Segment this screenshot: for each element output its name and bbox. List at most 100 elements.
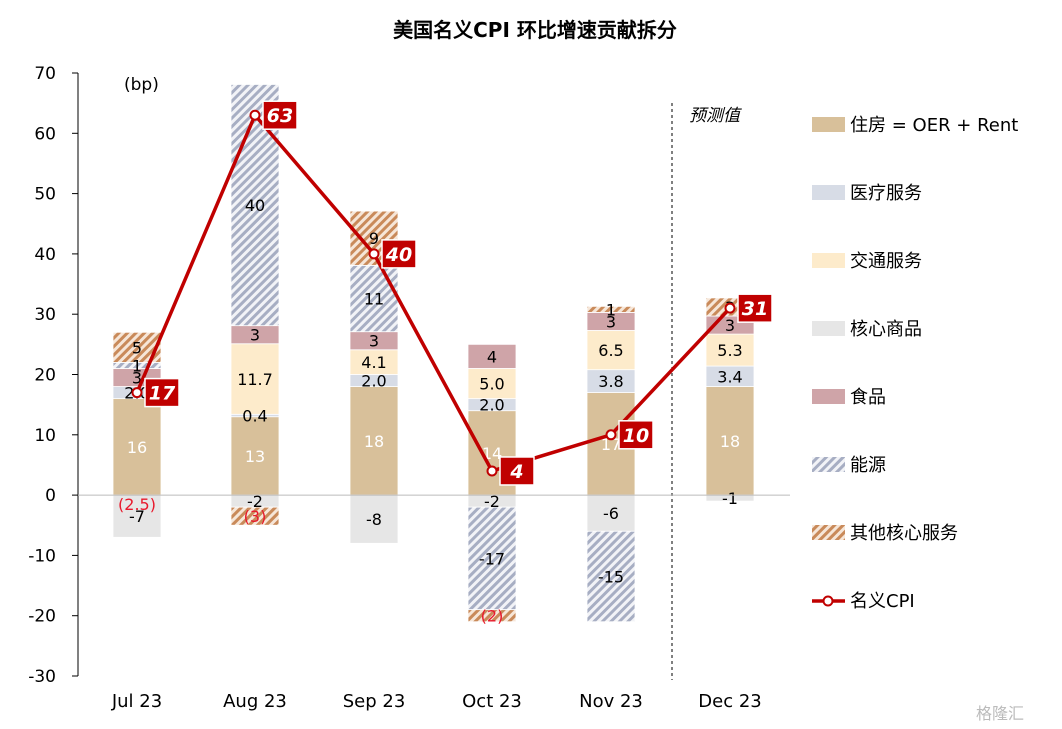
bar-stacks: 162.0-7315(2.5)130.411.7-2340(3)182.04.1… [112, 84, 755, 626]
x-tick-label: Jul 23 [111, 691, 162, 712]
bar-energy [467, 506, 517, 611]
data-label-housing: 18 [364, 432, 384, 451]
cpi-value-box [499, 456, 535, 486]
data-label-other_core: 9 [369, 229, 379, 248]
legend-swatch-housing [812, 117, 845, 132]
y-tick-label: 10 [34, 426, 56, 446]
cpi-value-label: 4 [509, 461, 523, 483]
cpi-value-label: 17 [149, 383, 176, 405]
legend-label-housing: 住房 = OER + Rent [850, 115, 1018, 136]
data-label-housing: 18 [720, 432, 740, 451]
cpi-value-label: 63 [267, 105, 293, 127]
y-tick-label: -10 [28, 546, 56, 566]
y-tick-label: -30 [28, 667, 56, 687]
unit-label: (bp) [124, 75, 159, 95]
y-tick-label: 70 [34, 64, 56, 84]
data-label-food: 3 [250, 326, 260, 345]
cpi-value-box [618, 420, 654, 450]
bar-energy [349, 264, 399, 333]
data-label-core_goods: -2 [247, 492, 263, 511]
forecast-label: 预测值 [689, 106, 742, 126]
y-tick-label: 50 [34, 185, 56, 205]
legend-swatch-transport [812, 253, 845, 268]
y-tick-label: 20 [34, 366, 56, 386]
data-label-transport: 11.7 [237, 370, 273, 389]
bar-housing [230, 416, 280, 496]
watermark: 格隆汇 [976, 704, 1024, 723]
data-label-food: 3 [132, 369, 142, 388]
data-label-medical: 3.4 [717, 367, 742, 386]
legend-swatch-other_core [812, 525, 845, 540]
x-tick-label: Dec 23 [698, 691, 761, 712]
data-label-food: 3 [369, 332, 379, 351]
cpi-point [486, 465, 498, 477]
cpi-line [135, 113, 732, 473]
cpi-value-box [144, 377, 180, 408]
data-label-energy: -17 [479, 549, 505, 568]
data-label-energy: -15 [598, 568, 624, 587]
data-label-housing: 13 [245, 447, 265, 466]
data-label-core_goods: -7 [129, 507, 145, 526]
cpi-value-box [262, 100, 298, 130]
data-label-medical: 3.8 [598, 372, 623, 391]
bar-energy [586, 530, 636, 623]
cpi-point [368, 248, 380, 260]
legend-label-other_core: 其他核心服务 [850, 523, 958, 544]
data-label-transport: 4.1 [361, 353, 386, 372]
legend-label-cpi: 名义CPI [850, 591, 915, 612]
bar-other_core [467, 609, 517, 623]
data-label-energy: 11 [364, 290, 384, 309]
data-label-energy: 1 [132, 356, 142, 375]
data-label-food: 4 [487, 347, 497, 366]
data-label-food: 3 [725, 316, 735, 335]
legend-label-energy: 能源 [850, 455, 886, 476]
data-label-housing: 17 [601, 435, 621, 454]
data-label-core_goods: -2 [484, 492, 500, 511]
legend: 住房 = OER + Rent 医疗服务交通服务核心商品食品能源其他核心服务名义C… [812, 115, 1018, 612]
legend-marker-cpi [822, 595, 834, 607]
legend-label-core_goods: 核心商品 [850, 319, 922, 340]
cpi-point [131, 387, 143, 399]
y-axis-ticks: -30 -20 -10 0 10 20 30 40 50 60 70 [28, 64, 78, 687]
y-tick-label: 40 [34, 245, 56, 265]
bar-transport [230, 343, 280, 415]
bar-core_goods [112, 494, 162, 538]
data-label-food: 3 [606, 312, 616, 331]
chart-title: 美国名义CPI 环比增速贡献拆分 [393, 18, 677, 42]
data-label-other_core: (3) [244, 507, 267, 526]
y-tick-label: 60 [34, 124, 56, 144]
data-label-other_core: (2) [481, 607, 504, 626]
cpi-value-box [381, 239, 417, 269]
bar-other_core [586, 305, 636, 313]
cpi-value-label: 40 [385, 244, 412, 266]
x-axis-labels: Jul 23 Aug 23 Sep 23 Oct 23 Nov 23 Dec 23 [111, 691, 762, 712]
legend-label-food: 食品 [850, 387, 886, 408]
data-label-energy: 40 [245, 196, 265, 215]
bar-food [467, 343, 517, 369]
cpi-point [724, 302, 736, 314]
x-tick-label: Sep 23 [343, 691, 406, 712]
data-label-other_core: 5 [132, 338, 142, 357]
data-label-housing: 16 [127, 438, 147, 457]
x-tick-label: Nov 23 [579, 691, 643, 712]
legend-label-medical: 医疗服务 [850, 183, 922, 204]
data-label-other_core: 1 [606, 300, 616, 319]
data-label-transport: 5.3 [717, 341, 742, 360]
cpi-value-label: 31 [742, 298, 768, 320]
cpi-value-label: 10 [623, 425, 649, 447]
y-tick-label: 30 [34, 305, 56, 325]
data-label-transport: 6.5 [598, 341, 623, 360]
data-label-medical: 2.0 [361, 372, 386, 391]
data-label-transport: 5.0 [479, 375, 504, 394]
bar-housing [349, 386, 399, 496]
data-label-core_goods: -1 [722, 489, 738, 508]
bar-core_goods [586, 494, 636, 532]
data-label-extra: (2.5) [118, 495, 156, 514]
legend-swatch-medical [812, 185, 845, 200]
legend-swatch-core_goods [812, 321, 845, 336]
bar-transport [349, 349, 399, 375]
cpi-point [249, 109, 261, 121]
data-label-medical: 2.0 [479, 396, 504, 415]
